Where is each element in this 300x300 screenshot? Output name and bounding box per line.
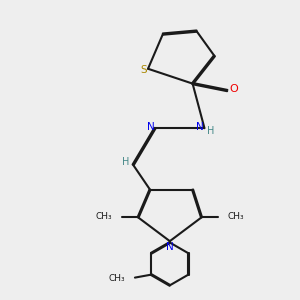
Text: O: O bbox=[230, 84, 238, 94]
Text: CH₃: CH₃ bbox=[227, 212, 244, 221]
Text: CH₃: CH₃ bbox=[109, 274, 125, 283]
Text: N: N bbox=[147, 122, 154, 132]
Text: N: N bbox=[196, 122, 204, 132]
Text: CH₃: CH₃ bbox=[96, 212, 112, 221]
Text: H: H bbox=[207, 126, 215, 136]
Text: H: H bbox=[122, 157, 129, 167]
Text: N: N bbox=[166, 242, 174, 252]
Text: S: S bbox=[140, 65, 147, 75]
